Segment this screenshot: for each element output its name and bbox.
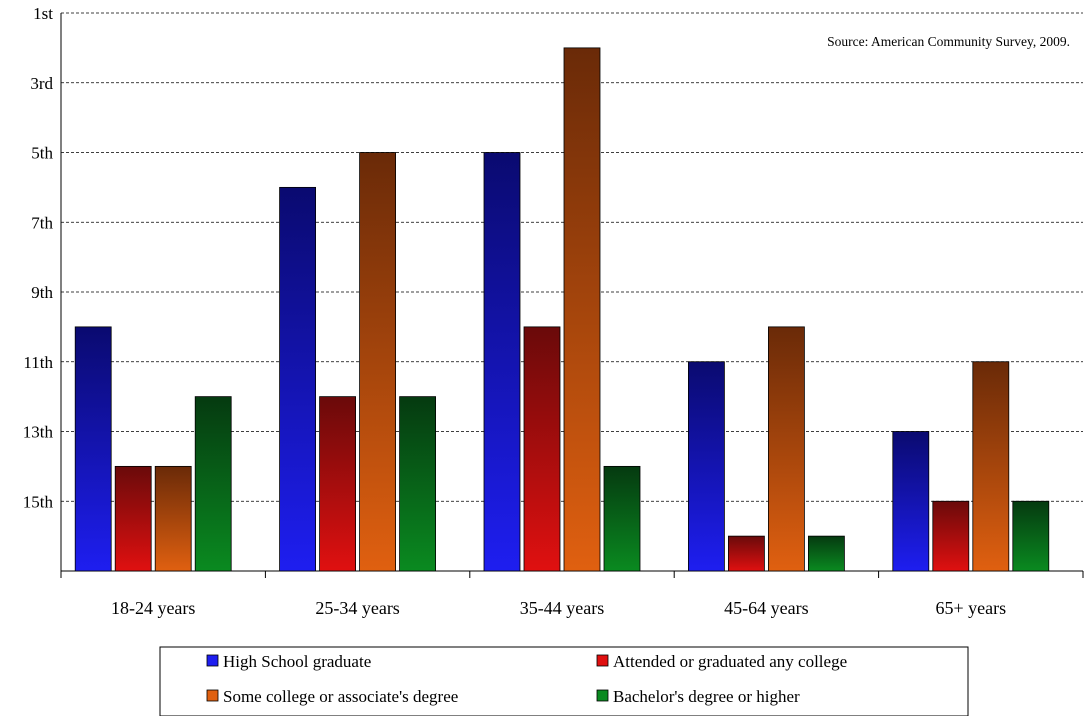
- bar: [808, 535, 845, 572]
- y-tick-label: 13th: [23, 423, 54, 442]
- y-tick-label: 15th: [23, 492, 54, 511]
- category-label: 65+ years: [935, 598, 1006, 618]
- category-label: 18-24 years: [111, 598, 195, 618]
- legend-swatch: [596, 689, 609, 702]
- legend-label: Bachelor's degree or higher: [613, 687, 800, 706]
- bar: [563, 47, 601, 572]
- y-tick-label: 9th: [31, 283, 53, 302]
- legend-box: [159, 646, 969, 716]
- legend-swatch: [596, 654, 609, 667]
- bar: [359, 152, 397, 572]
- category-label: 45-64 years: [724, 598, 808, 618]
- bars: [74, 47, 1050, 572]
- source-note: Source: American Community Survey, 2009.: [827, 34, 1070, 49]
- bar: [768, 326, 805, 572]
- bar: [932, 500, 970, 572]
- legend-label: Some college or associate's degree: [223, 687, 458, 706]
- bar: [399, 396, 437, 572]
- category-label: 25-34 years: [315, 598, 399, 618]
- y-tick-label: 1st: [33, 4, 53, 23]
- legend-swatch: [206, 689, 219, 702]
- bar: [603, 465, 641, 572]
- bar: [892, 431, 930, 572]
- bar: [279, 186, 317, 572]
- bar: [972, 361, 1010, 572]
- legend-label: High School graduate: [223, 652, 371, 671]
- bar: [114, 465, 152, 572]
- bar: [194, 396, 232, 572]
- bar: [1012, 500, 1050, 572]
- category-label: 35-44 years: [520, 598, 604, 618]
- bar: [74, 326, 112, 572]
- bar: [483, 152, 521, 572]
- bar: [688, 361, 725, 572]
- y-tick-label: 11th: [23, 353, 53, 372]
- legend-label: Attended or graduated any college: [613, 652, 847, 671]
- bar: [154, 465, 192, 572]
- y-tick-label: 3rd: [30, 74, 53, 93]
- legend: High School graduate Attended or graduate…: [159, 646, 969, 716]
- y-tick-label: 5th: [31, 144, 53, 163]
- bar: [523, 326, 561, 572]
- bar: [319, 396, 357, 572]
- bar: [728, 535, 765, 572]
- y-tick-label: 7th: [31, 213, 53, 232]
- legend-swatch: [206, 654, 219, 667]
